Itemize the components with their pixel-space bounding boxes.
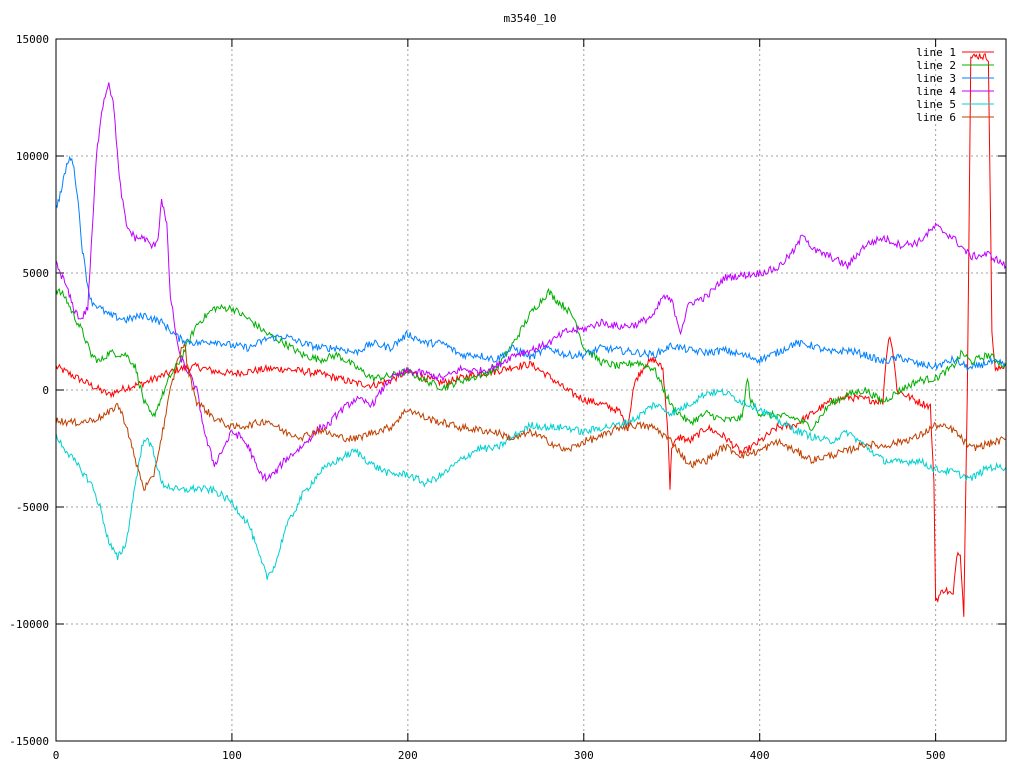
legend-label: line 2 xyxy=(916,59,956,72)
axes: -15000 -10000 -5000 0 5000 10000 15000 0 100 200 3… xyxy=(9,33,1006,762)
x-tick-label: 300 xyxy=(574,749,594,762)
grid xyxy=(56,39,1006,741)
y-tick-label: -15000 xyxy=(9,735,49,748)
series-line-3 xyxy=(55,155,1007,372)
series-line-6 xyxy=(55,343,1007,491)
x-tick-label: 200 xyxy=(398,749,418,762)
legend-label: line 5 xyxy=(916,98,956,111)
legend-label: line 6 xyxy=(916,111,956,124)
y-tick-label: 10000 xyxy=(16,150,49,163)
y-tick-label: 15000 xyxy=(16,33,49,46)
x-tick-label: 500 xyxy=(926,749,946,762)
y-tick-label: 5000 xyxy=(23,267,50,280)
x-tick-label: 400 xyxy=(750,749,770,762)
y-tick-label: -5000 xyxy=(16,501,49,514)
series-lines xyxy=(55,52,1007,617)
chart-title: m3540_10 xyxy=(504,12,557,25)
x-tick-label: 0 xyxy=(53,749,60,762)
legend-label: line 3 xyxy=(916,72,956,85)
series-line-2 xyxy=(55,287,1007,431)
y-tick-label: -10000 xyxy=(9,618,49,631)
legend-label: line 1 xyxy=(916,46,956,59)
series-line-1 xyxy=(55,52,1007,617)
y-tick-label: 0 xyxy=(42,384,49,397)
plot-frame xyxy=(55,38,1007,742)
x-tick-label: 100 xyxy=(222,749,242,762)
series-line-4 xyxy=(55,82,1007,483)
series-line-5 xyxy=(55,387,1007,580)
legend-label: line 4 xyxy=(916,85,956,98)
